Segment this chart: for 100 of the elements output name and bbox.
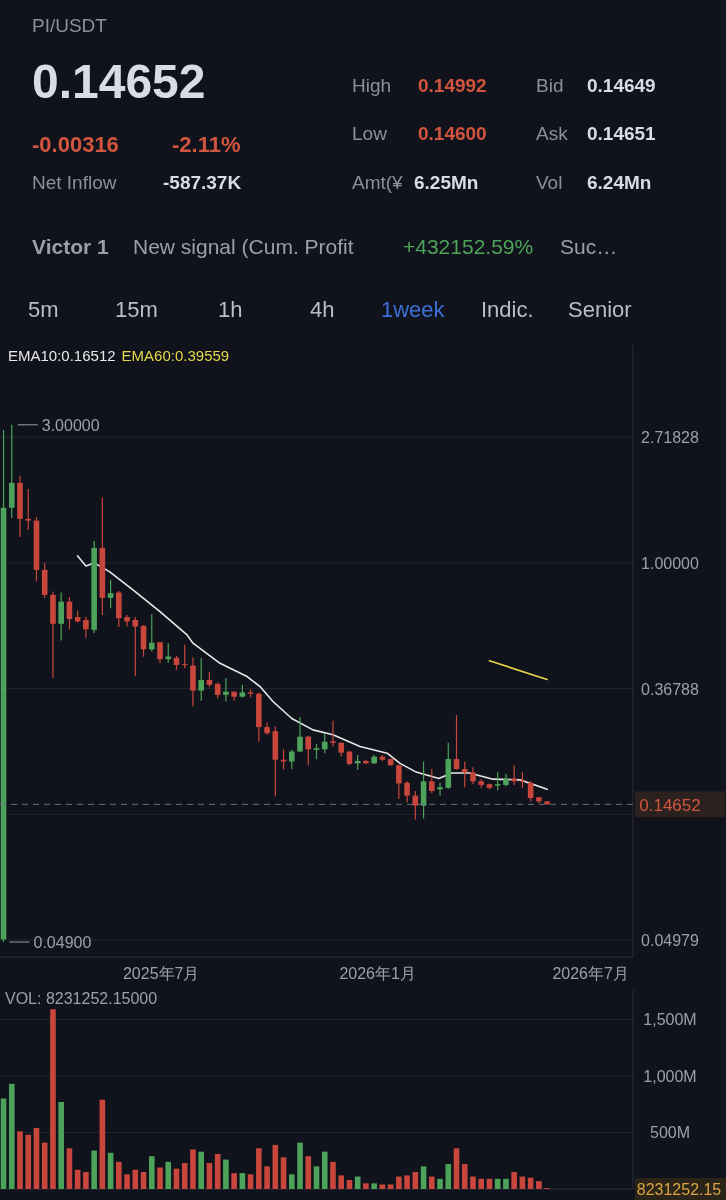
text: Suc… — [560, 235, 618, 258]
candlestick — [107, 579, 114, 609]
text: Low — [352, 123, 388, 144]
x-tick-label: 2026年7月 — [552, 965, 629, 982]
text: 6.24Mn — [587, 172, 652, 193]
text: 1h — [218, 297, 243, 322]
bar — [124, 1174, 130, 1189]
text: Victor 1 — [32, 235, 109, 258]
line-series — [76, 555, 548, 791]
y-tick-label: 500M — [649, 1124, 691, 1142]
candlestick — [429, 768, 435, 794]
y-tick-label: 2.71828 — [641, 429, 700, 447]
text: Bid — [536, 75, 564, 96]
annotation: 0.04900 — [33, 934, 92, 952]
text: +432152.59% — [403, 235, 534, 258]
candlestick — [404, 780, 410, 803]
text: Senior — [568, 297, 632, 322]
chart-title: PI/USDT — [32, 15, 108, 36]
bar — [338, 1175, 345, 1189]
text: 1week — [381, 297, 446, 322]
bar — [420, 1166, 427, 1189]
legend: EMA10:0.16512 EMA60:0.39559 — [8, 347, 230, 364]
bar — [25, 1134, 32, 1189]
bar — [429, 1176, 435, 1189]
bar — [511, 1172, 517, 1189]
candlestick — [25, 488, 32, 531]
text: 5m — [28, 297, 59, 322]
bar — [453, 1148, 460, 1189]
candlestick — [396, 764, 402, 800]
bar — [157, 1167, 163, 1189]
bar — [363, 1183, 369, 1189]
bar — [17, 1131, 23, 1189]
bar — [50, 1009, 56, 1189]
bar — [470, 1176, 476, 1189]
text: -2.11% — [172, 132, 241, 157]
x-tick-label: 2025年7月 — [122, 965, 200, 982]
text: New signal (Cum. Profit — [133, 235, 354, 258]
bar — [148, 1156, 155, 1189]
bar — [379, 1184, 386, 1189]
bar — [66, 1148, 73, 1189]
candlestick — [305, 735, 312, 766]
bar — [8, 1083, 15, 1189]
text: 6.25Mn — [414, 172, 479, 193]
y-tick-label: 1.00000 — [641, 554, 700, 572]
candlestick — [148, 613, 155, 653]
candlestick — [297, 716, 303, 753]
text: 0.14652 — [32, 55, 206, 108]
bar — [305, 1156, 312, 1189]
bar — [280, 1157, 287, 1189]
candlestick — [330, 720, 336, 748]
candlestick — [58, 591, 64, 642]
text: Net Inflow — [32, 172, 117, 193]
text: 0.14651 — [587, 123, 657, 144]
x-tick-label: 2026年1月 — [339, 965, 416, 982]
annotation: 3.00000 — [41, 416, 100, 434]
text: -587.37K — [163, 172, 242, 193]
candlestick — [280, 748, 287, 771]
candlestick — [264, 721, 270, 736]
text: Indic. — [481, 297, 534, 322]
bar — [387, 1184, 394, 1189]
bar — [297, 1142, 303, 1189]
text: High — [352, 75, 392, 96]
bar — [461, 1164, 468, 1189]
ref-line-label: 0.14652 — [639, 796, 701, 816]
candlestick — [198, 657, 204, 702]
candlestick — [181, 644, 188, 669]
text: 4h — [310, 297, 335, 322]
text: 15m — [115, 297, 158, 322]
bar — [288, 1174, 295, 1189]
text: Ask — [536, 123, 569, 144]
candlestick — [437, 782, 443, 797]
bar — [330, 1161, 336, 1189]
y-tick-label: 1,000M — [643, 1067, 697, 1085]
y-tick-label: 1,500M — [643, 1011, 697, 1029]
candlestick — [461, 760, 468, 788]
y-tick-label: 0.04979 — [641, 932, 700, 950]
bar — [165, 1161, 172, 1189]
bar — [404, 1175, 410, 1189]
bar — [181, 1162, 188, 1189]
bar — [239, 1173, 246, 1189]
bar — [264, 1166, 270, 1189]
bar — [247, 1174, 254, 1189]
bar — [198, 1151, 204, 1189]
bar — [321, 1151, 328, 1189]
bar — [231, 1173, 237, 1189]
bar — [313, 1166, 320, 1189]
text: 0.14600 — [418, 123, 487, 144]
bar — [445, 1164, 452, 1189]
text: 8231252.15 — [636, 1181, 722, 1198]
bar — [58, 1101, 64, 1189]
bar — [396, 1176, 402, 1189]
bar — [190, 1149, 196, 1189]
candlestick — [124, 614, 130, 628]
y-tick-label: 0.36788 — [641, 680, 700, 698]
text: Vol — [536, 172, 563, 193]
bar — [503, 1178, 509, 1189]
bar — [223, 1159, 229, 1189]
candlestick — [165, 642, 172, 664]
bar — [437, 1178, 443, 1189]
candlestick — [157, 641, 163, 664]
